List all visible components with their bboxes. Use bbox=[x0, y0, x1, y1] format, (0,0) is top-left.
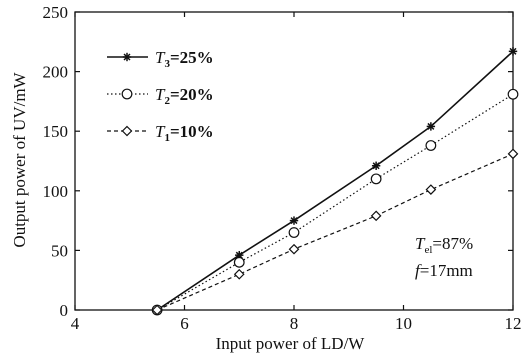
circle-marker bbox=[121, 88, 133, 100]
circle-marker bbox=[370, 173, 382, 185]
x-tick-label: 6 bbox=[180, 314, 189, 333]
star-marker bbox=[508, 47, 518, 56]
circle-marker bbox=[288, 227, 300, 238]
y-tick-label: 150 bbox=[43, 122, 69, 141]
y-tick-label: 200 bbox=[43, 63, 69, 82]
legend-entry-2: T2=20% bbox=[107, 85, 214, 107]
circle-marker bbox=[425, 140, 437, 151]
star-marker bbox=[371, 161, 381, 170]
diamond-marker bbox=[233, 268, 245, 280]
annotation: Tel=87% f=17mm bbox=[415, 234, 473, 280]
series-1 bbox=[151, 148, 519, 316]
y-axis-title: Output power of UV/mW bbox=[10, 71, 29, 247]
diamond-marker bbox=[507, 148, 519, 160]
series-line bbox=[156, 50, 514, 311]
star-marker bbox=[426, 122, 436, 131]
legend-entry-3: T3=25% bbox=[107, 48, 214, 70]
y-tick-label: 50 bbox=[51, 241, 68, 260]
x-tick-label: 12 bbox=[505, 314, 522, 333]
circle-marker bbox=[233, 256, 245, 268]
diamond-marker bbox=[151, 304, 163, 316]
diamond-marker bbox=[370, 210, 382, 222]
series-group bbox=[151, 47, 519, 316]
legend-label: T2=20% bbox=[155, 85, 214, 107]
star-marker bbox=[122, 52, 132, 62]
diamond-marker bbox=[121, 125, 133, 137]
y-tick-label: 0 bbox=[60, 301, 69, 320]
legend: T3=25% T2=20% T1=10% bbox=[107, 48, 214, 144]
y-tick-label: 100 bbox=[43, 182, 69, 201]
diamond-marker bbox=[425, 184, 437, 195]
annotation-line-1: Tel=87% bbox=[415, 234, 473, 256]
x-tick-label: 10 bbox=[395, 314, 412, 333]
annotation-line-2: f=17mm bbox=[415, 261, 473, 280]
circle-marker bbox=[507, 88, 519, 100]
star-marker bbox=[289, 216, 299, 225]
legend-entry-1: T1=10% bbox=[107, 122, 214, 144]
legend-label: T1=10% bbox=[155, 122, 214, 144]
x-tick-label: 4 bbox=[71, 314, 80, 333]
ticks-group: 4 6 8 10 12 0 50 100 150 200 250 bbox=[43, 3, 522, 333]
series-line bbox=[156, 153, 514, 311]
legend-label: T3=25% bbox=[155, 48, 214, 70]
x-axis-title: Input power of LD/W bbox=[216, 334, 366, 353]
x-tick-label: 8 bbox=[290, 314, 299, 333]
y-tick-label: 250 bbox=[43, 3, 69, 22]
diamond-marker bbox=[288, 243, 300, 255]
